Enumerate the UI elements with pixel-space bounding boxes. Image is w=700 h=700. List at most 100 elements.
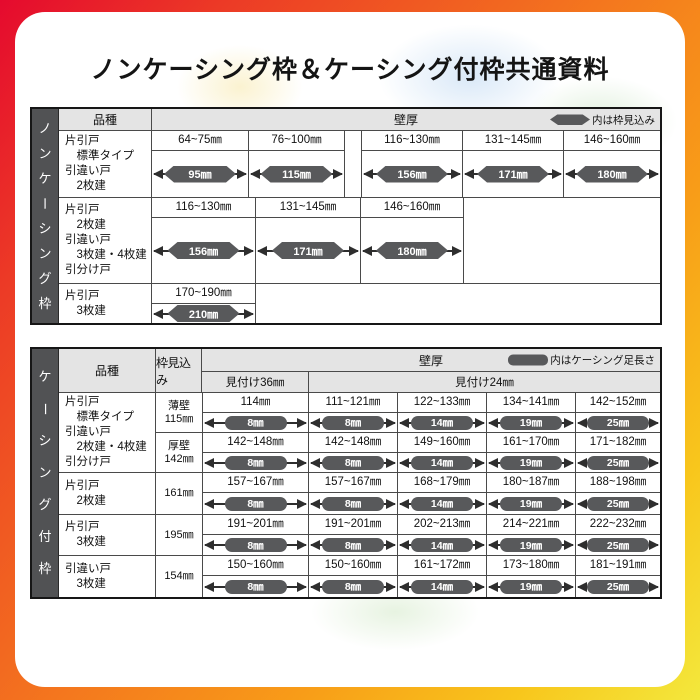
arrow-right-icon [564, 498, 574, 509]
dimension-arrow: 25㎜ [576, 535, 660, 555]
arrow-left-icon [577, 498, 587, 509]
frame-depth-pill: 171㎜ [477, 166, 549, 183]
table-row: 161㎜ 157~167㎜ 8㎜ 157~167㎜ 8㎜ 168~179㎜ 14㎜ 180~1… [156, 473, 660, 514]
casing-length-pill: 8㎜ [224, 579, 287, 594]
arrow-left-icon [310, 457, 320, 468]
table-row: 片引戸 2枚建 引違い戸 3枚建・4枚建 引分け戸 116~130㎜ 156㎜ 131~1… [59, 197, 660, 283]
arrow-left-icon [577, 581, 587, 592]
wall-range-label: 173~180㎜ [487, 556, 575, 576]
arrow-left-icon [488, 457, 498, 468]
arrow-right-icon [333, 169, 343, 179]
frame-depth-line: 195㎜ [164, 528, 194, 541]
sidebar-char: シ [38, 433, 52, 448]
subrow-group: 154㎜ 150~160㎜ 8㎜ 150~160㎜ 8㎜ 161~172㎜ 14㎜ 173~1… [155, 556, 660, 597]
spec-cell: 202~213㎜ 14㎜ [397, 515, 486, 555]
casing-length-pill: 8㎜ [224, 538, 287, 552]
sidebar-char: ー [37, 196, 53, 211]
dimension-arrow: 156㎜ [152, 218, 255, 283]
spec-cell: 64~75㎜ 95㎜ [151, 131, 248, 197]
wall-range-label: 168~179㎜ [398, 473, 486, 493]
dimension-arrow: 115㎜ [249, 151, 344, 197]
table-body: 品種 枠見込み 壁厚 内はケーシング足長さ 見付け36㎜ 見付け24㎜ 片引戸 標準タイプ引… [59, 349, 660, 597]
arrow-left-icon [399, 498, 409, 509]
legend-note: 内は枠見込み [550, 112, 655, 127]
wall-range-label: 142~148㎜ [203, 433, 308, 453]
dimension-arrow: 25㎜ [576, 493, 660, 514]
frame-depth-line: 154㎜ [164, 570, 194, 582]
frame-depth-line: 142㎜ [164, 452, 194, 465]
wall-range-label: 131~145㎜ [256, 198, 360, 218]
wall-range-label: 191~201㎜ [309, 515, 397, 535]
wall-range-label: 180~187㎜ [487, 473, 575, 493]
header-wall-thickness: 壁厚 内は枠見込み [151, 109, 660, 130]
frame-depth-pill: 180㎜ [576, 166, 648, 183]
arrow-right-icon [564, 581, 574, 592]
casing-length-pill: 8㎜ [322, 579, 384, 594]
arrow-right-icon [386, 498, 396, 509]
dimension-arrow: 8㎜ [309, 576, 397, 597]
casing-length-pill: 19㎜ [500, 579, 562, 594]
sidebar-char: ケ [38, 171, 52, 186]
product-type-cell: 片引戸 3枚建 [59, 515, 155, 555]
frame-depth-pill: 180㎜ [376, 242, 448, 259]
legend-text: 内はケーシング足長さ [550, 354, 655, 367]
dimension-arrow: 8㎜ [309, 453, 397, 472]
arrow-right-icon [386, 417, 396, 428]
subrow-group: 薄壁 115㎜ 114㎜ 8㎜ 111~121㎜ 8㎜ 122~133㎜ 14㎜ 134~141… [155, 393, 660, 472]
spec-cell: 142~148㎜ 8㎜ [202, 433, 308, 472]
product-type-line: 3枚建 [65, 304, 106, 317]
table-row: 厚壁 142㎜ 142~148㎜ 8㎜ 142~148㎜ 8㎜ 149~160㎜ 14㎜ 161… [156, 432, 660, 472]
wall-range-label: 157~167㎜ [203, 473, 308, 493]
table-row: 154㎜ 150~160㎜ 8㎜ 150~160㎜ 8㎜ 161~172㎜ 14㎜ 173~1… [156, 556, 660, 597]
header-frame-depth: 枠見込み [155, 349, 201, 392]
arrow-left-icon [153, 245, 163, 256]
legend-pill-icon [508, 354, 549, 366]
product-type-line: 片引戸 [65, 289, 100, 302]
arrow-left-icon [399, 417, 409, 428]
spec-cell: 131~145㎜ 171㎜ [462, 131, 563, 197]
dimension-arrow: 156㎜ [362, 151, 462, 197]
frame-depth-cell: 161㎜ [156, 473, 202, 514]
spec-cell: 76~100㎜ 115㎜ [248, 131, 344, 197]
subrow-group: 161㎜ 157~167㎜ 8㎜ 157~167㎜ 8㎜ 168~179㎜ 14㎜ 180~1… [155, 473, 660, 514]
table-body: 品種 壁厚 内は枠見込み 片引戸 標準タイプ 引違い戸 2枚建 64~75㎜ 95㎜ 76~1… [59, 109, 660, 323]
dimension-arrow: 8㎜ [309, 535, 397, 555]
product-type-cell: 片引戸 標準タイプ 引違い戸 2枚建・4枚建 引分け戸 [59, 393, 155, 472]
subrow-group: 195㎜ 191~201㎜ 8㎜ 191~201㎜ 8㎜ 202~213㎜ 14㎜ 214~2… [155, 515, 660, 555]
table-row-group: 片引戸 標準タイプ 引違い戸 2枚建・4枚建 引分け戸 薄壁 115㎜ 114㎜ 8㎜ 111… [59, 392, 660, 472]
wall-range-label: 222~232㎜ [576, 515, 660, 535]
dimension-arrow: 25㎜ [576, 576, 660, 597]
table-row-group: 片引戸 2枚建 161㎜ 157~167㎜ 8㎜ 157~167㎜ 8㎜ 168~179㎜ 1… [59, 472, 660, 514]
spec-cell: 122~133㎜ 14㎜ [397, 393, 486, 432]
arrow-right-icon [649, 457, 659, 468]
product-type-cell: 片引戸 3枚建 [59, 284, 151, 323]
frame-depth-cell: 厚壁 142㎜ [156, 433, 202, 472]
sidebar-char: ン [38, 246, 52, 261]
casing-length-pill: 19㎜ [500, 415, 562, 430]
arrow-left-icon [257, 245, 267, 256]
casing-length-pill: 14㎜ [411, 415, 473, 430]
sidebar-casing-label: ケーシング付枠 [32, 349, 59, 597]
casing-length-pill: 8㎜ [224, 415, 287, 430]
casing-length-pill: 14㎜ [411, 496, 473, 511]
wall-range-label: 188~198㎜ [576, 473, 660, 493]
product-type-line: 引違い戸 [65, 426, 111, 438]
spec-cell: 142~152㎜ 25㎜ [575, 393, 660, 432]
header-mitsuke24: 見付け24㎜ [308, 372, 660, 392]
frame-depth-pill: 156㎜ [168, 242, 240, 259]
arrow-left-icon [488, 498, 498, 509]
sidebar-char: ケ [38, 369, 52, 384]
arrow-left-icon [399, 457, 409, 468]
wall-range-label: 142~152㎜ [576, 393, 660, 413]
arrow-left-icon [488, 540, 498, 550]
header-wall-row: 壁厚 内はケーシング足長さ [202, 349, 660, 371]
spec-cell: 157~167㎜ 8㎜ [308, 473, 397, 514]
spec-cell: 168~179㎜ 14㎜ [397, 473, 486, 514]
wall-range-label: 202~213㎜ [398, 515, 486, 535]
product-type-cell: 引違い戸 3枚建 [59, 556, 155, 597]
casing-length-pill: 14㎜ [411, 455, 473, 470]
casing-length-pill: 19㎜ [500, 455, 562, 470]
table-row-group: 引違い戸 3枚建 154㎜ 150~160㎜ 8㎜ 150~160㎜ 8㎜ 161~172㎜… [59, 555, 660, 597]
sidebar-char: ン [38, 146, 52, 161]
spec-cell: 116~130㎜ 156㎜ [151, 198, 255, 283]
